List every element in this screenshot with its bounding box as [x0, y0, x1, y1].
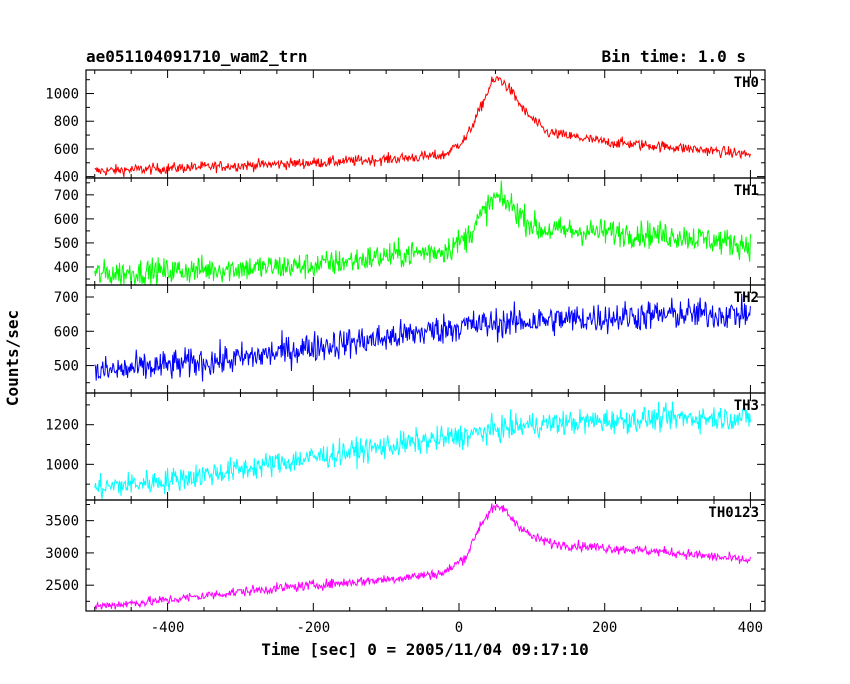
y-tick-label: 3000 [45, 546, 79, 562]
series-line-th1 [94, 180, 751, 286]
y-tick-label: 1000 [45, 457, 79, 473]
y-tick-label: 500 [54, 236, 79, 252]
chart-title: ae051104091710_wam2_trn [86, 47, 308, 66]
y-tick-label: 600 [54, 324, 79, 340]
y-tick-label: 1000 [45, 87, 79, 103]
x-axis-label: Time [sec] 0 = 2005/11/04 09:17:10 [261, 640, 589, 659]
panel-th0: 400 600 800 1000 TH0 [45, 69, 766, 186]
panel-label-th0: TH0 [734, 75, 759, 91]
y-axis-label: Counts/sec [3, 310, 22, 406]
y-tick-label: 700 [54, 188, 79, 204]
panel-th3: 1000 1200 TH3 [45, 392, 766, 501]
y-tick-label: 1200 [45, 418, 79, 434]
y-tick-label: 600 [54, 212, 79, 228]
series-line-th3 [94, 401, 751, 500]
panel-frame [85, 69, 766, 179]
x-tick-label: 0 [455, 620, 463, 636]
y-tick-label: 600 [54, 142, 79, 158]
panels-group: 400 600 800 1000 TH0 400 500 600 700 TH1 500 600 700… [45, 69, 766, 636]
panel-th2: 500 600 700 TH2 [54, 284, 766, 394]
bin-time-label: Bin time: 1.0 s [602, 47, 747, 66]
panel-th0123: 2500 3000 3500 TH0123 [45, 499, 766, 612]
panel-label-th2: TH2 [734, 290, 759, 306]
panel-frame [85, 284, 766, 394]
y-tick-label: 2500 [45, 578, 79, 594]
panel-frame [85, 499, 766, 612]
series-line-th0123 [94, 503, 751, 610]
y-tick-label: 700 [54, 290, 79, 306]
panel-th1: 400 500 600 700 TH1 [54, 177, 766, 286]
y-tick-label: 500 [54, 359, 79, 375]
x-tick-label: -200 [296, 620, 330, 636]
y-tick-label: 400 [54, 260, 79, 276]
panel-label-th0123: TH0123 [708, 505, 759, 521]
series-line-th0 [94, 76, 751, 178]
x-tick-label: 200 [592, 620, 617, 636]
y-tick-label: 3500 [45, 514, 79, 530]
series-line-th2 [94, 294, 751, 382]
x-tick-label: 400 [738, 620, 763, 636]
x-tick-label: -400 [151, 620, 185, 636]
y-tick-label: 400 [54, 170, 79, 186]
panel-label-th3: TH3 [734, 398, 759, 414]
y-tick-label: 800 [54, 114, 79, 130]
panel-label-th1: TH1 [734, 183, 759, 199]
